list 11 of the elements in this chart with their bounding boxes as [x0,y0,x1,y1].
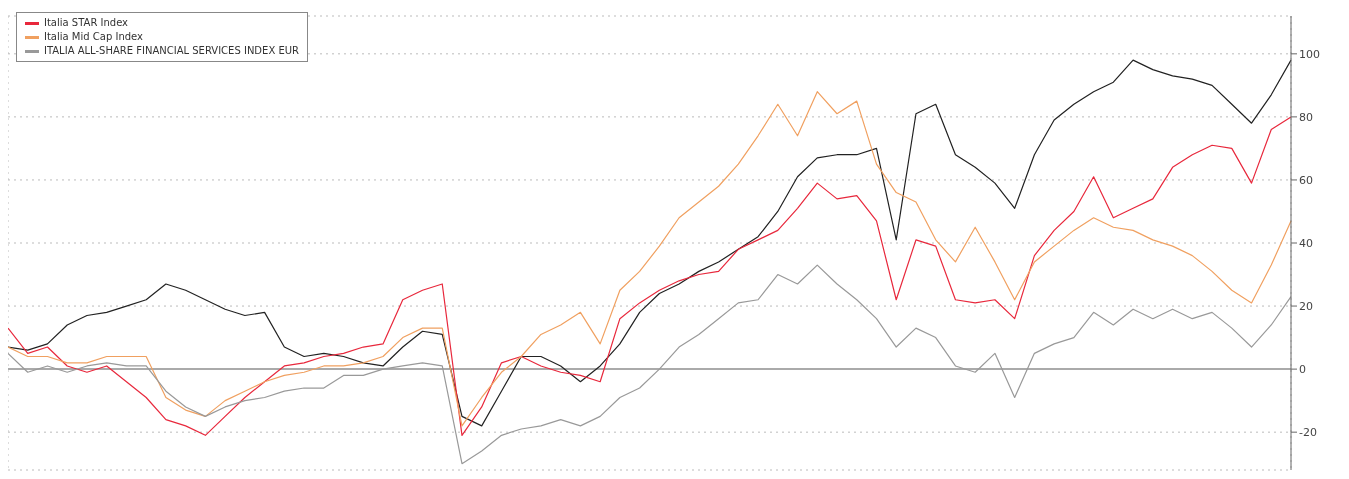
y-tick-label: 80 [1299,110,1313,124]
legend-label: Italia Mid Cap Index [44,30,143,44]
y-tick-label: 100 [1299,47,1320,61]
legend-label: Italia STAR Index [44,16,129,30]
y-tick-label: 20 [1299,299,1313,313]
y-tick-label: -20 [1299,426,1317,440]
line-series [8,264,1292,465]
y-tick-label: 60 [1299,173,1313,187]
legend-label: ITALIA ALL-SHARE FINANCIAL SERVICES INDEX EUR [44,44,300,58]
y-tick-label: 40 [1299,236,1313,250]
y-tick-label: 0 [1299,363,1306,377]
